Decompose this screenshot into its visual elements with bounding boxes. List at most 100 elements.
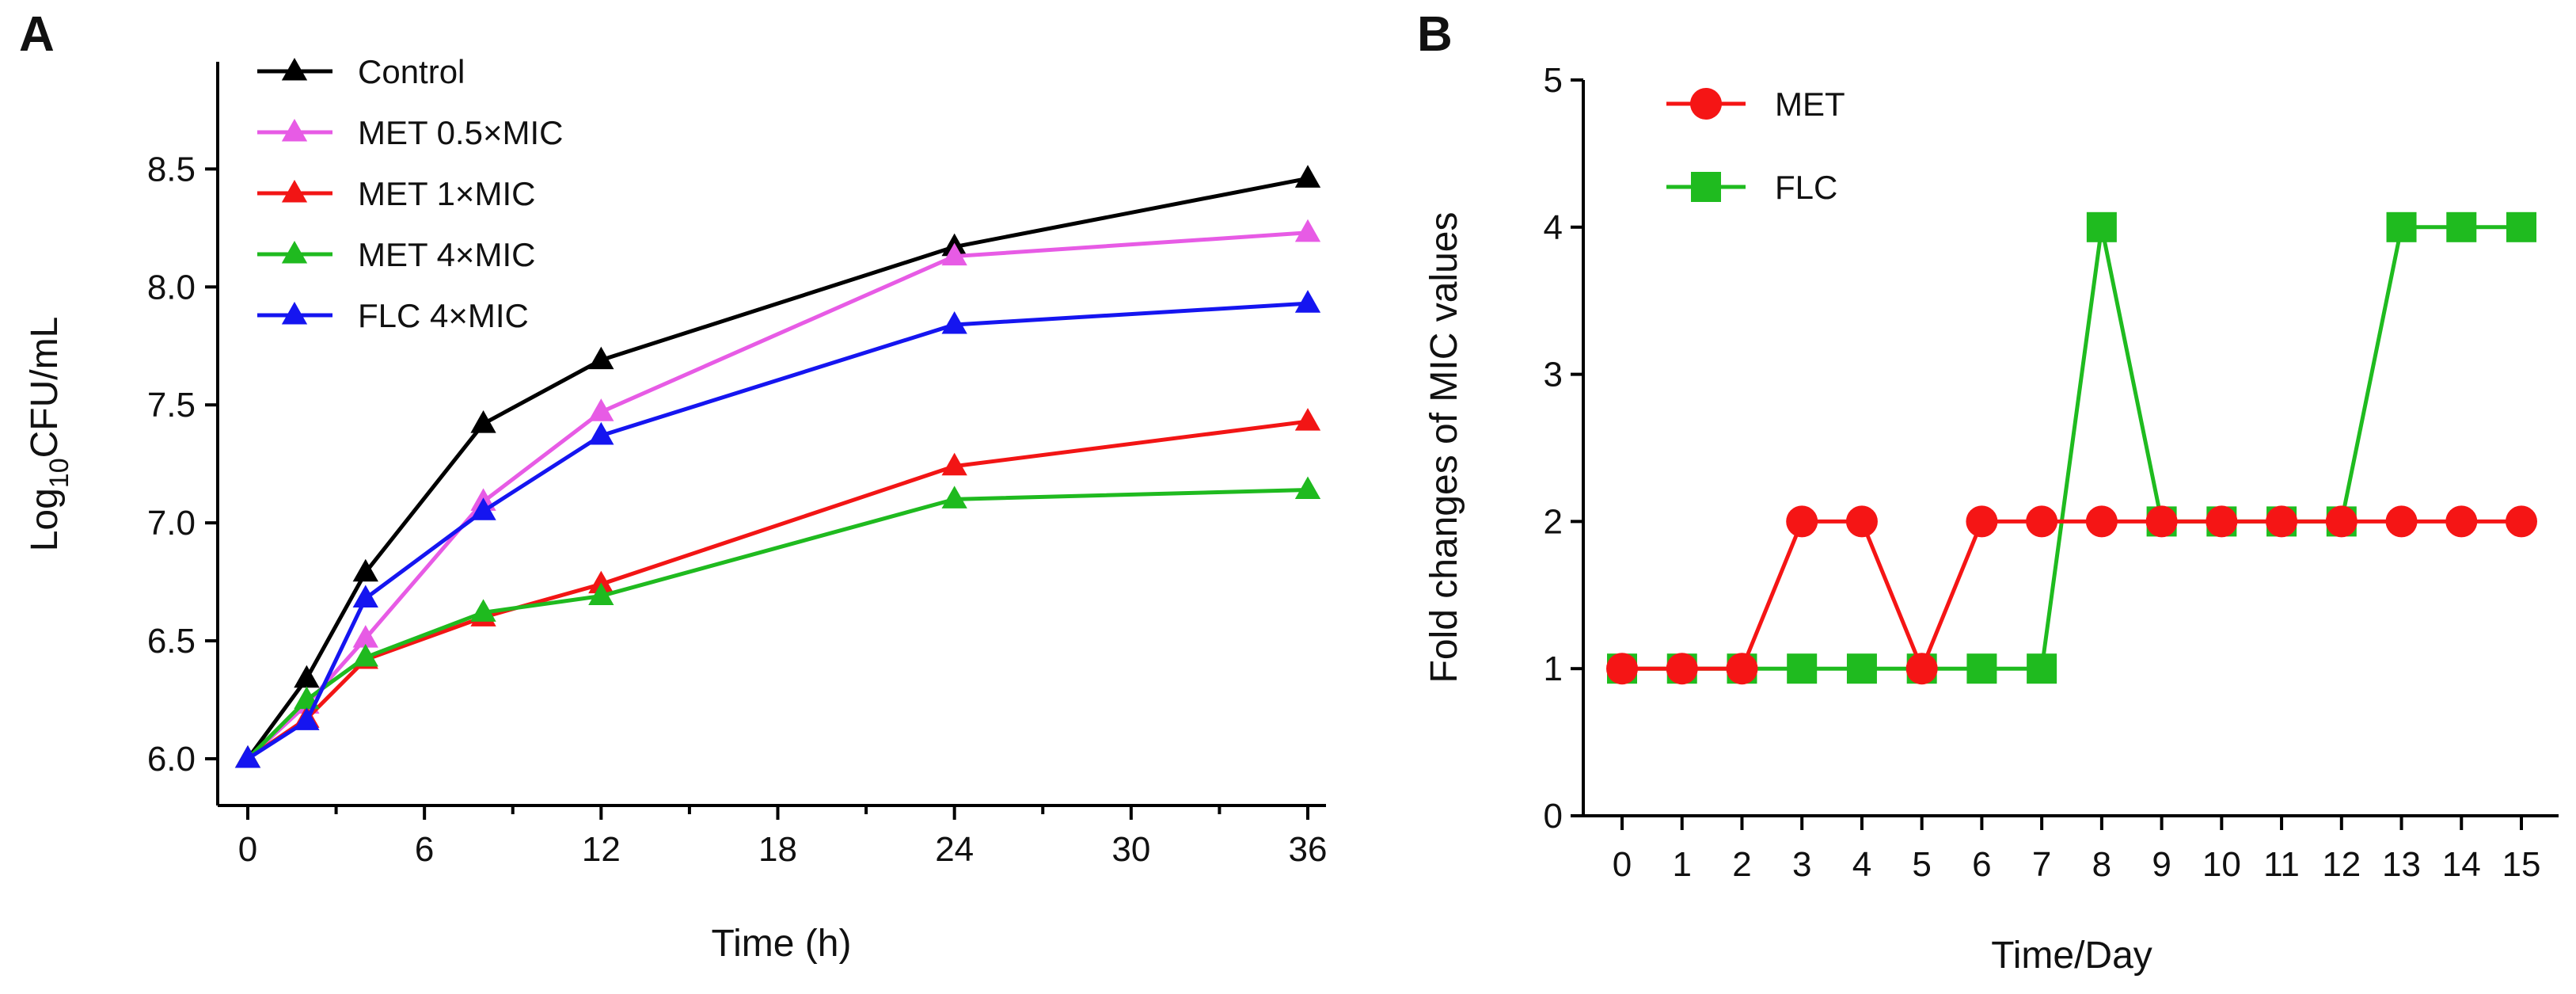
x-tick-label: 14 (2442, 845, 2481, 884)
data-point (2086, 211, 2117, 242)
data-point (2266, 505, 2298, 538)
panel-letter-b: B (1417, 7, 1453, 62)
x-axis-label: Time/Day (1991, 935, 2152, 977)
x-axis-label: Time (h) (712, 923, 852, 965)
legend-label: MET 0.5×MIC (358, 114, 563, 151)
x-tick-label: 6 (1972, 845, 1991, 884)
data-point (470, 497, 496, 520)
y-tick-label: 8.0 (147, 268, 196, 307)
x-tick-label: 7 (2032, 845, 2051, 884)
x-tick-label: 24 (935, 830, 974, 869)
legend-marker (1691, 172, 1721, 202)
data-point (2506, 505, 2537, 538)
x-tick-label: 5 (1912, 845, 1931, 884)
x-tick-label: 0 (238, 830, 257, 869)
data-point (1786, 505, 1818, 538)
legend-marker (281, 180, 308, 203)
data-point (1905, 653, 1938, 685)
x-tick-label: 30 (1111, 830, 1150, 869)
data-point (2026, 505, 2058, 538)
legend-label: MET 1×MIC (358, 175, 535, 212)
x-tick-label: 3 (1792, 845, 1811, 884)
x-tick-label: 9 (2152, 845, 2171, 884)
x-tick-label: 2 (1732, 845, 1751, 884)
legend-label: Control (358, 53, 465, 90)
legend-label: FLC 4×MIC (358, 297, 529, 334)
x-tick-label: 15 (2502, 845, 2541, 884)
legend-marker (281, 119, 308, 142)
data-point (352, 558, 378, 582)
data-point (1966, 653, 1997, 684)
series-line (1622, 519, 2521, 671)
series-line (246, 487, 1309, 760)
data-point (941, 310, 967, 334)
data-point (470, 410, 496, 433)
y-tick-label: 7.0 (147, 504, 196, 543)
data-point (294, 665, 320, 688)
x-tick-label: 13 (2382, 845, 2421, 884)
data-point (1666, 653, 1698, 685)
y-tick-label: 6.5 (147, 622, 196, 661)
series-line (246, 301, 1309, 761)
data-point (2085, 505, 2118, 538)
data-point (1787, 653, 1818, 684)
x-tick-label: 36 (1289, 830, 1328, 869)
y-tick-label: 1 (1544, 649, 1563, 688)
data-point (2206, 505, 2238, 538)
x-tick-label: 1 (1672, 845, 1691, 884)
data-point (2445, 505, 2478, 538)
data-point (1606, 653, 1638, 685)
y-axis-label-subscript: 10 (44, 458, 74, 488)
panel-letter-a: A (19, 7, 55, 62)
y-tick-label: 2 (1544, 502, 1563, 541)
x-tick-label: 12 (2322, 845, 2361, 884)
data-point (941, 486, 967, 508)
data-point (470, 599, 496, 622)
data-point (941, 242, 967, 266)
y-tick-label: 7.5 (147, 386, 196, 425)
legend-marker (281, 58, 308, 81)
data-point (588, 398, 614, 421)
x-tick-label: 11 (2263, 845, 2300, 884)
legend-marker (281, 302, 308, 325)
y-tick-label: 5 (1544, 61, 1563, 100)
panel-a-chart: 6.0 6.5 7.0 7.5 8.0 8.5 0 6 12 18 24 30 36 Time (h) Lo… (24, 53, 1327, 965)
data-point (2325, 505, 2358, 538)
data-point (2446, 211, 2477, 242)
legend-label: MET 4×MIC (358, 236, 535, 273)
legend-marker (281, 241, 308, 264)
data-point (2385, 505, 2418, 538)
data-point (1966, 505, 1998, 538)
y-tick-label: 8.5 (147, 150, 196, 189)
legend-label: FLC (1775, 169, 1837, 206)
x-tick-label: 8 (2092, 845, 2111, 884)
x-tick-label: 12 (582, 830, 621, 869)
data-point (1294, 165, 1321, 188)
data-point (2386, 211, 2417, 242)
data-point (352, 625, 378, 648)
data-point (234, 745, 261, 768)
data-point (588, 582, 614, 606)
y-axis-label-main: Log (24, 488, 66, 551)
data-point (1846, 653, 1877, 684)
data-point (294, 707, 320, 730)
data-point (941, 452, 967, 476)
data-point (1294, 476, 1321, 500)
data-point (1294, 408, 1321, 431)
y-axis-label: Fold changes of MIC values (1423, 212, 1465, 684)
legend-label: MET (1775, 86, 1845, 123)
data-point (588, 346, 614, 370)
x-tick-label: 6 (415, 830, 434, 869)
y-tick-label: 0 (1544, 797, 1563, 836)
data-point (1294, 290, 1321, 313)
data-point (1726, 653, 1758, 685)
data-point (2506, 211, 2536, 242)
data-point (588, 421, 614, 445)
y-axis-label: Log10CFU/mL (24, 317, 74, 552)
series-line (1622, 225, 2521, 671)
y-tick-label: 3 (1544, 356, 1563, 394)
x-tick-label: 18 (758, 830, 797, 869)
x-tick-label: 10 (2202, 845, 2241, 884)
